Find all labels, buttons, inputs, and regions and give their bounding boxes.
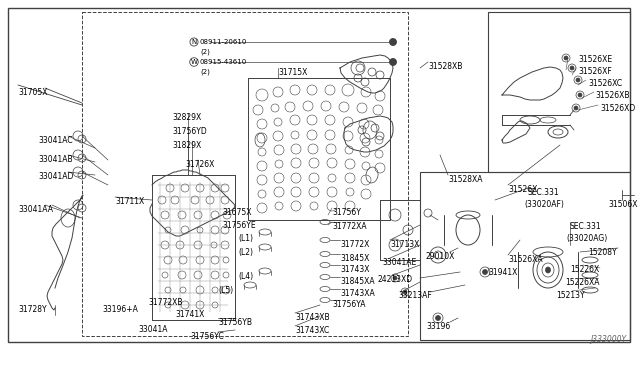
Text: 15226X: 15226X bbox=[570, 265, 599, 274]
Text: 31705X: 31705X bbox=[18, 88, 47, 97]
Text: 31526XB: 31526XB bbox=[595, 91, 630, 100]
Text: 31941X: 31941X bbox=[488, 268, 517, 277]
Text: 31506X: 31506X bbox=[608, 200, 637, 209]
Text: (L2): (L2) bbox=[238, 248, 253, 257]
Text: J333000Y: J333000Y bbox=[590, 335, 626, 344]
Text: 33196+A: 33196+A bbox=[102, 305, 138, 314]
Text: 31526XC: 31526XC bbox=[588, 79, 622, 88]
Text: 31845XA: 31845XA bbox=[340, 277, 374, 286]
Bar bbox=[488, 12, 630, 172]
Text: 31526XE: 31526XE bbox=[578, 55, 612, 64]
Text: 31743XC: 31743XC bbox=[295, 326, 329, 335]
Text: 31743X: 31743X bbox=[340, 265, 369, 274]
Text: 31756YA: 31756YA bbox=[332, 300, 365, 309]
Text: 31756Y: 31756Y bbox=[332, 208, 361, 217]
Text: 31726X: 31726X bbox=[185, 160, 214, 169]
Text: 31715X: 31715X bbox=[278, 68, 307, 77]
Text: 33213AF: 33213AF bbox=[398, 291, 432, 300]
Bar bbox=[82, 12, 408, 336]
Text: (2): (2) bbox=[200, 49, 210, 55]
Text: N: N bbox=[191, 39, 196, 45]
Text: 15213Y: 15213Y bbox=[556, 291, 584, 300]
Text: 33041AA: 33041AA bbox=[18, 205, 53, 214]
Text: 31526XD: 31526XD bbox=[600, 104, 636, 113]
Text: 31829X: 31829X bbox=[172, 141, 201, 150]
Text: 24213XD: 24213XD bbox=[378, 275, 413, 284]
Text: 31772XA: 31772XA bbox=[332, 222, 367, 231]
Text: 33196: 33196 bbox=[426, 322, 451, 331]
Text: 32829X: 32829X bbox=[172, 113, 201, 122]
Circle shape bbox=[576, 78, 580, 82]
Circle shape bbox=[403, 290, 407, 294]
Circle shape bbox=[574, 106, 578, 110]
Ellipse shape bbox=[545, 267, 550, 273]
Text: 31526XF: 31526XF bbox=[578, 67, 612, 76]
Text: 31728Y: 31728Y bbox=[18, 305, 47, 314]
Text: 31528XB: 31528XB bbox=[428, 62, 462, 71]
Text: SEC.331: SEC.331 bbox=[528, 188, 559, 197]
Text: 08911-20610: 08911-20610 bbox=[200, 39, 248, 45]
Text: 29010X: 29010X bbox=[426, 252, 456, 261]
Text: 33041AC: 33041AC bbox=[38, 136, 72, 145]
Text: 31743XA: 31743XA bbox=[340, 289, 375, 298]
Text: 31711X: 31711X bbox=[115, 197, 144, 206]
Text: 31756YC: 31756YC bbox=[190, 332, 224, 341]
Circle shape bbox=[570, 66, 574, 70]
Text: 31741X: 31741X bbox=[175, 310, 204, 319]
Text: 08915-43610: 08915-43610 bbox=[200, 59, 247, 65]
Text: (33020AF): (33020AF) bbox=[524, 200, 564, 209]
Text: 31526XA: 31526XA bbox=[508, 255, 543, 264]
Text: 31743XB: 31743XB bbox=[295, 313, 330, 322]
Text: 15208Y: 15208Y bbox=[588, 248, 616, 257]
Text: (L4): (L4) bbox=[238, 272, 253, 281]
Text: 33041AD: 33041AD bbox=[38, 172, 74, 181]
Text: (L1): (L1) bbox=[238, 234, 253, 243]
Circle shape bbox=[483, 269, 488, 275]
Text: 31675X: 31675X bbox=[222, 208, 252, 217]
Circle shape bbox=[578, 93, 582, 97]
Text: 31756YB: 31756YB bbox=[218, 318, 252, 327]
Text: 31713X: 31713X bbox=[390, 240, 419, 249]
Text: 31756YD: 31756YD bbox=[172, 127, 207, 136]
Text: 31528XA: 31528XA bbox=[448, 175, 483, 184]
Text: SEC.331: SEC.331 bbox=[570, 222, 602, 231]
Text: W: W bbox=[191, 59, 197, 65]
Bar bbox=[420, 172, 630, 340]
Text: (L5): (L5) bbox=[218, 286, 233, 295]
Text: 15226XA: 15226XA bbox=[565, 278, 600, 287]
Text: 31756YE: 31756YE bbox=[222, 221, 255, 230]
Circle shape bbox=[390, 38, 397, 45]
Circle shape bbox=[390, 58, 397, 65]
Circle shape bbox=[564, 56, 568, 60]
Text: (33020AG): (33020AG) bbox=[566, 234, 607, 243]
Text: 31526X: 31526X bbox=[508, 185, 538, 194]
Text: 31772XB: 31772XB bbox=[148, 298, 182, 307]
Text: 33041AB: 33041AB bbox=[38, 155, 72, 164]
Text: (2): (2) bbox=[200, 69, 210, 75]
Text: 31772X: 31772X bbox=[340, 240, 369, 249]
Text: 33041AE: 33041AE bbox=[382, 258, 416, 267]
Text: 31845X: 31845X bbox=[340, 254, 369, 263]
Circle shape bbox=[435, 315, 440, 321]
Circle shape bbox=[393, 276, 397, 280]
Bar bbox=[8, 8, 630, 342]
Text: 33041A: 33041A bbox=[138, 325, 168, 334]
